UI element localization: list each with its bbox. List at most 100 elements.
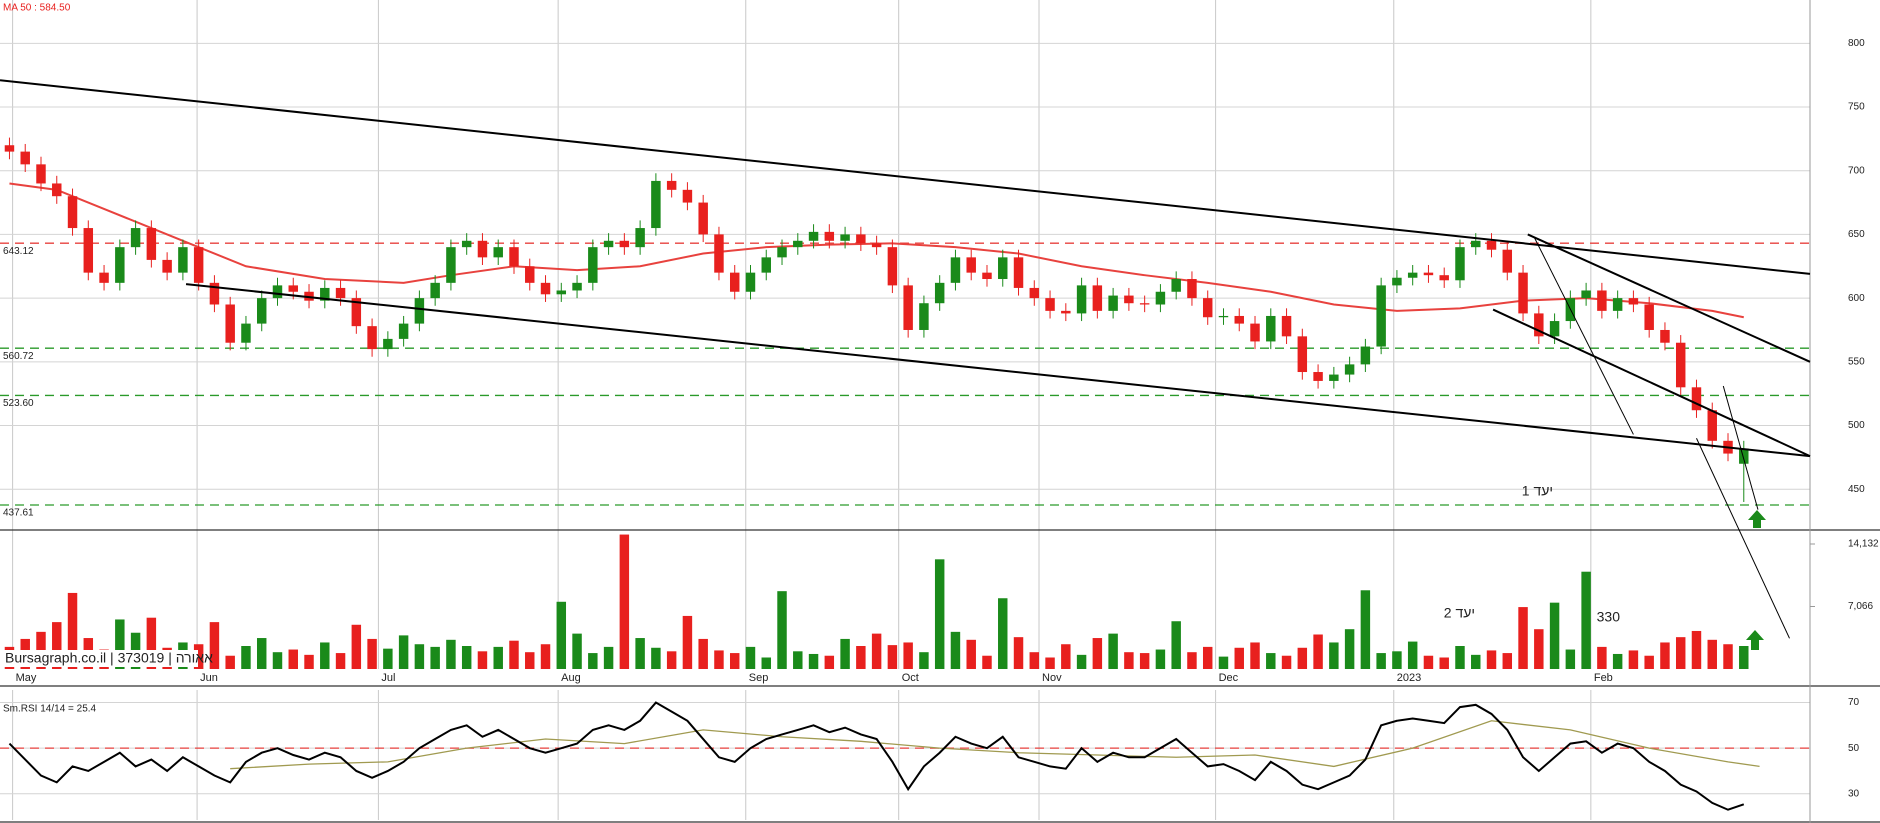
volume-bar — [1234, 647, 1244, 669]
candle-body — [1029, 287, 1040, 299]
volume-bar — [1644, 655, 1654, 669]
candle-body — [840, 234, 850, 241]
volume-bar — [1392, 651, 1402, 669]
volume-bar — [225, 655, 235, 669]
volume-bar — [603, 646, 614, 669]
level-label: 523.60 — [3, 398, 34, 409]
volume-bar — [1518, 607, 1528, 669]
volume-bar — [934, 559, 945, 669]
candle-body — [99, 272, 109, 283]
watermark: Bursagraph.co.il | 373019 | אאורה — [5, 650, 213, 666]
candle-body — [1376, 285, 1386, 347]
annotation: יעד 1 — [1522, 483, 1553, 499]
volume-bar — [1313, 634, 1323, 669]
candle-body — [919, 303, 929, 330]
candle-body — [430, 282, 440, 299]
candle-body — [603, 240, 614, 248]
volume-bar — [1739, 646, 1749, 669]
candle-body — [966, 257, 976, 273]
volume-bar — [367, 638, 377, 669]
volume-bar — [1187, 652, 1197, 669]
candle-body — [1202, 298, 1213, 318]
candle-body — [729, 272, 740, 292]
volume-bar — [1691, 630, 1702, 669]
candle-body — [1612, 298, 1623, 311]
candle-body — [1739, 448, 1749, 464]
volume-bar — [272, 652, 283, 669]
panel — [0, 137, 1810, 506]
y-tick-label: 550 — [1848, 356, 1865, 367]
indicator-label: MA 50 : 584.50 — [3, 3, 71, 14]
candle-body — [666, 180, 677, 190]
level-label: 643.12 — [3, 246, 34, 257]
volume-bar — [493, 646, 503, 669]
candle-body — [1092, 285, 1103, 311]
candle-body — [1660, 329, 1670, 343]
volume-bar — [1092, 638, 1103, 669]
volume-bar — [1612, 653, 1623, 669]
candle-body — [1171, 279, 1181, 292]
volume-bar — [1455, 646, 1465, 669]
x-tick-label: Oct — [902, 672, 919, 684]
volume-bar — [824, 655, 835, 669]
candle-body — [1675, 342, 1686, 388]
volume-bar — [351, 624, 362, 669]
watermark-bg — [2, 650, 198, 667]
candle-body — [1313, 372, 1323, 381]
candle-body — [1407, 272, 1418, 278]
candle-body — [1597, 290, 1607, 311]
volume-bar — [1281, 655, 1292, 669]
volume-bar — [714, 650, 724, 669]
volume-bar — [1534, 629, 1544, 669]
candle-body — [588, 247, 598, 283]
volume-bar — [1297, 647, 1308, 669]
volume-bar — [1376, 653, 1386, 669]
candle-body — [1187, 279, 1197, 299]
candle-body — [52, 183, 62, 197]
x-tick-label: Jul — [381, 672, 395, 684]
y-tick-label: 70 — [1848, 697, 1860, 708]
x-tick-label: Jun — [200, 672, 218, 684]
volume-bar — [682, 615, 693, 669]
y-tick-label: 14,132 — [1848, 539, 1879, 550]
volume-bar — [414, 644, 425, 669]
volume-bar — [52, 622, 62, 669]
volume-bar — [635, 638, 645, 669]
volume-bar — [288, 649, 298, 669]
candle-body — [461, 240, 472, 248]
volume-bar — [1061, 644, 1071, 669]
volume-bar — [115, 619, 125, 669]
trend-line — [1533, 236, 1634, 435]
y-tick-label: 600 — [1848, 293, 1865, 304]
candle-body — [698, 202, 708, 235]
y-tick-label: 650 — [1848, 229, 1865, 240]
volume-bar — [1218, 656, 1229, 669]
trend-line — [1492, 308, 1811, 458]
candle-body — [1691, 387, 1702, 411]
volume-bar — [1329, 642, 1339, 669]
candle-body — [761, 257, 771, 273]
volume-bar — [1139, 653, 1150, 669]
candle-body — [934, 282, 945, 304]
candle-body — [414, 298, 425, 324]
candle-body — [793, 240, 803, 248]
y-tick-label: 750 — [1848, 102, 1865, 113]
candle-body — [178, 247, 188, 273]
candle-body — [1234, 315, 1244, 324]
volume-bar — [1707, 639, 1717, 669]
volume-bar — [1155, 649, 1166, 669]
y-tick-label: 50 — [1848, 743, 1860, 754]
candle-body — [1707, 410, 1717, 441]
candle-body — [1628, 298, 1639, 305]
volume-bar — [761, 657, 771, 669]
volume-bar — [1202, 646, 1213, 669]
volume-bar — [241, 646, 251, 669]
volume-bar — [729, 653, 740, 669]
volume-bar — [1597, 646, 1607, 669]
volume-bar — [430, 646, 440, 669]
candle-body — [146, 228, 157, 260]
trend-line — [1527, 233, 1811, 363]
volume-bar — [1250, 642, 1260, 669]
volume-bar — [966, 639, 976, 669]
